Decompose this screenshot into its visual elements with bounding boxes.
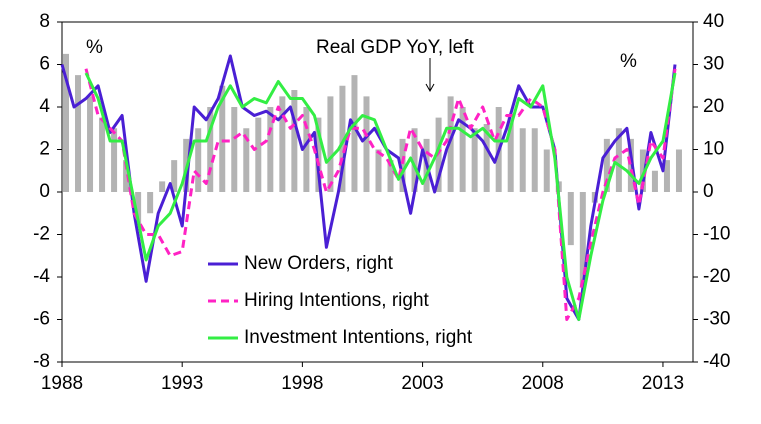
y2-tick-label: 20 [703, 96, 724, 117]
y2-tick-label: 30 [703, 54, 724, 75]
y-tick-label: -2 [33, 224, 50, 245]
x-tick-label: 1988 [41, 373, 83, 394]
x-tick-label: 1998 [281, 373, 323, 394]
y-tick-label: 8 [39, 11, 50, 32]
bar [519, 128, 526, 192]
legend-label: Hiring Intentions, right [244, 290, 430, 311]
bar [267, 107, 274, 192]
bar [507, 117, 514, 192]
bar [663, 160, 670, 192]
y-tick-label: 4 [39, 96, 50, 117]
y2-tick-label: 0 [703, 181, 714, 202]
y-tick-label: -4 [33, 266, 50, 287]
x-tick-label: 2013 [642, 373, 684, 394]
y-tick-label: 6 [39, 54, 50, 75]
bar [327, 96, 334, 192]
legend-label: New Orders, right [244, 253, 394, 274]
bar [531, 128, 538, 192]
bar [543, 149, 550, 192]
y-tick-label: 2 [39, 139, 50, 160]
y-tick-label: -6 [33, 309, 50, 330]
y2-tick-label: -10 [703, 224, 730, 245]
bar [351, 75, 358, 192]
bar [675, 149, 682, 192]
bar [291, 90, 298, 192]
legend-label: Investment Intentions, right [244, 327, 473, 348]
bar [639, 149, 646, 192]
bar [627, 138, 634, 192]
bar [399, 138, 406, 192]
y2-tick-label: -20 [703, 266, 730, 287]
bar [243, 128, 250, 192]
bar [279, 96, 286, 192]
bar [255, 117, 262, 192]
bar [471, 128, 478, 192]
bar [63, 53, 69, 192]
bar [159, 181, 166, 192]
y2-unit-label: % [620, 51, 637, 72]
bar [75, 75, 82, 192]
y2-tick-label: -30 [703, 309, 730, 330]
bar [483, 124, 490, 192]
bar [99, 117, 106, 192]
y2-tick-label: -40 [703, 351, 730, 372]
bar [387, 160, 394, 192]
bar [567, 192, 574, 246]
bar [135, 192, 142, 224]
x-tick-label: 2008 [522, 373, 564, 394]
bar [579, 192, 586, 288]
annotation: Real GDP YoY, left [316, 37, 474, 58]
bar [375, 149, 382, 192]
y-tick-label: 0 [39, 181, 50, 202]
bar [303, 107, 310, 192]
bar [459, 107, 466, 192]
bar [339, 85, 346, 192]
bar [87, 96, 94, 192]
bar [411, 128, 418, 192]
y2-tick-label: 10 [703, 139, 724, 160]
bar [171, 160, 178, 192]
bar [603, 138, 610, 192]
bar [363, 96, 370, 192]
bar [231, 107, 238, 192]
line-series [84, 68, 677, 321]
bar [447, 96, 454, 192]
bar [123, 160, 130, 192]
bar [615, 128, 622, 192]
annotation-arrowhead [425, 83, 435, 93]
x-tick-label: 2003 [401, 373, 443, 394]
bar [207, 107, 214, 192]
bar [651, 170, 658, 192]
x-tick-label: 1993 [161, 373, 203, 394]
y2-tick-label: 40 [703, 11, 724, 32]
bar [111, 128, 118, 192]
bar [195, 128, 202, 192]
bar [219, 85, 226, 192]
bar [147, 192, 154, 214]
bar [315, 117, 322, 192]
y-tick-label: -8 [33, 351, 50, 372]
line-series [84, 72, 677, 321]
y-unit-label: % [86, 37, 103, 58]
